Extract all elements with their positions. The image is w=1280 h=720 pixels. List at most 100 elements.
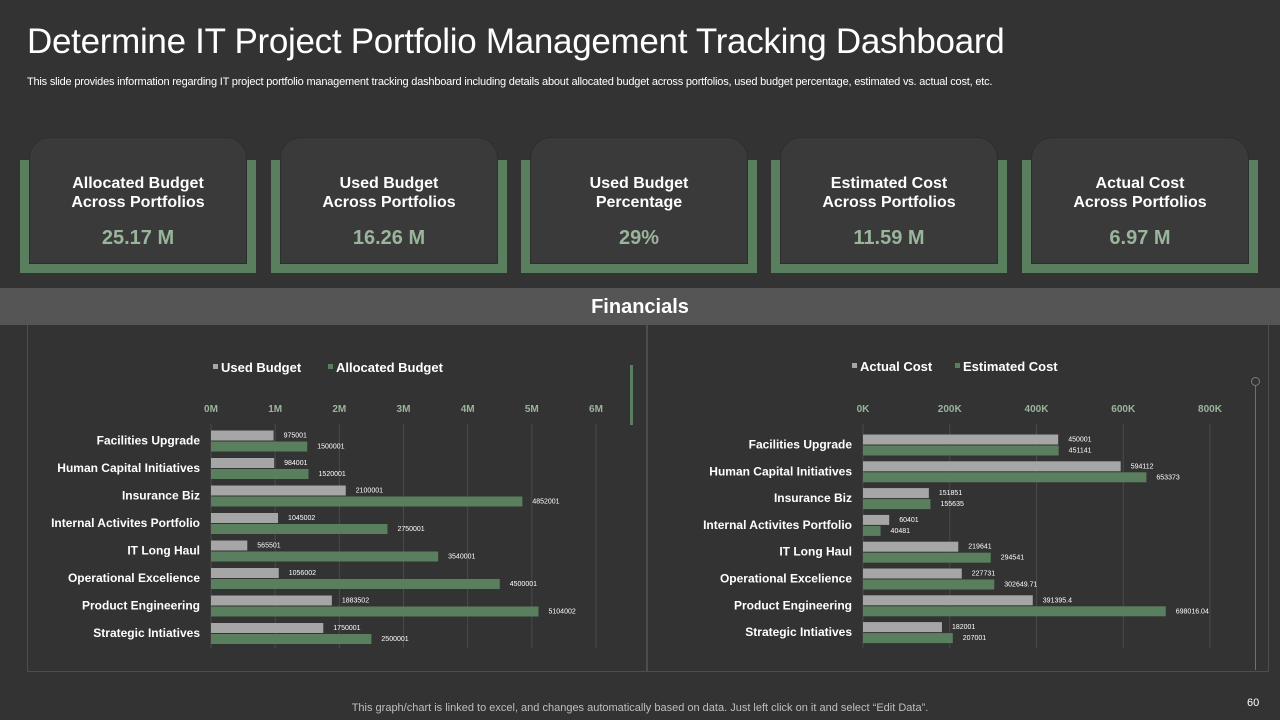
connector-line — [1255, 382, 1256, 670]
budget-data-label: 4500001 — [510, 581, 537, 588]
budget-tick-label: 5M — [525, 404, 539, 415]
budget-tick-label: 3M — [397, 404, 411, 415]
kpi-value: 25.17 M — [101, 227, 175, 249]
kpi-label: Used Budget Percentage — [589, 175, 689, 211]
cost-tick-label: 400K — [1025, 404, 1050, 415]
cost-data-label: 451141 — [1069, 448, 1092, 455]
kpi-value: 11.59 M — [853, 227, 925, 249]
budget-bar-green — [211, 579, 500, 589]
page-subtitle: This slide provides information regardin… — [27, 76, 993, 88]
cost-data-label: 182001 — [952, 624, 975, 631]
kpi-label: Used Budget Across Portfolios — [322, 175, 456, 211]
cost-legend-label: Actual Cost — [860, 359, 933, 374]
kpi-card-used-budget: Used Budget Across Portfolios 16.26 M — [271, 138, 517, 274]
cost-data-label: 698016.04 — [1176, 608, 1209, 615]
budget-category-label: Operational Excelience — [68, 571, 200, 585]
budget-bar-gray — [211, 595, 332, 606]
cost-tick-label: 200K — [938, 404, 963, 415]
cost-bar-gray — [863, 541, 959, 552]
budget-data-label: 1750001 — [333, 625, 360, 632]
budget-data-label: 975001 — [284, 433, 307, 440]
budget-data-label: 2500001 — [381, 636, 408, 643]
budget-category-label: Internal Activites Portfolio — [51, 516, 200, 530]
budget-bar-gray — [211, 568, 279, 578]
cost-data-label: 302649.71 — [1004, 582, 1037, 589]
kpi-card-body: Actual Cost Across Portfolios 6.97 M — [1032, 138, 1248, 263]
cost-data-label: 653373 — [1156, 474, 1179, 481]
cost-data-label: 219641 — [968, 544, 991, 551]
financials-title: Financials — [591, 296, 689, 318]
budget-tick-label: 4M — [461, 404, 475, 415]
cost-category-label: Internal Activites Portfolio — [703, 518, 852, 532]
connector-dot — [1251, 377, 1260, 386]
cost-bar-green — [863, 552, 991, 563]
cost-category-label: Insurance Biz — [774, 491, 852, 505]
budget-bar-gray — [211, 430, 274, 441]
budget-tick-label: 1M — [268, 404, 282, 415]
cost-bar-green — [863, 633, 953, 644]
cost-bar-green — [863, 499, 931, 510]
kpi-card-body: Allocated Budget Across Portfolios 25.17… — [30, 138, 246, 263]
budget-category-label: Human Capital Initiatives — [57, 461, 200, 475]
budget-chart-frame — [27, 325, 647, 672]
budget-legend-swatch — [213, 364, 218, 369]
cost-data-label: 594112 — [1131, 463, 1154, 470]
budget-bar-gray — [211, 623, 324, 633]
budget-legend-label: Allocated Budget — [336, 360, 444, 375]
cost-legend-label: Estimated Cost — [963, 359, 1058, 374]
cost-bar-green — [863, 579, 995, 590]
page-title: Determine IT Project Portfolio Managemen… — [27, 22, 1005, 61]
cost-data-label: 60401 — [899, 517, 919, 524]
budget-data-label: 984001 — [284, 460, 307, 467]
budget-bar-green — [211, 441, 308, 452]
kpi-card-allocated-budget: Allocated Budget Across Portfolios 25.17… — [20, 138, 266, 274]
budget-category-label: Strategic Intiatives — [93, 626, 200, 640]
cost-category-label: Operational Excelience — [720, 572, 852, 586]
cost-bar-green — [863, 606, 1166, 617]
kpi-card-body: Estimated Cost Across Portfolios 11.59 M — [781, 138, 997, 263]
budget-bar-green — [211, 496, 523, 507]
budget-bar-gray — [211, 540, 248, 551]
budget-category-label: Product Engineering — [82, 599, 200, 613]
cost-bar-gray — [863, 461, 1121, 472]
kpi-card-body: Used Budget Across Portfolios 16.26 M — [281, 138, 497, 263]
cost-category-label: Strategic Intiatives — [745, 625, 852, 639]
cost-bar-gray — [863, 488, 929, 499]
cost-category-label: IT Long Haul — [779, 545, 852, 559]
cost-data-label: 155635 — [941, 501, 964, 508]
budget-data-label: 1045002 — [288, 515, 315, 522]
kpi-value: 29% — [618, 227, 660, 249]
cost-data-label: 391395.4 — [1043, 597, 1072, 604]
cost-legend-swatch — [955, 363, 960, 368]
cost-data-label: 227731 — [972, 571, 995, 578]
kpi-card-actual-cost: Actual Cost Across Portfolios 6.97 M — [1022, 138, 1268, 274]
budget-legend-label: Used Budget — [221, 360, 302, 375]
cost-bar-green — [863, 525, 881, 536]
cost-data-label: 294541 — [1001, 555, 1024, 562]
budget-data-label: 3540001 — [448, 554, 475, 561]
kpi-card-body: Used Budget Percentage 29% — [531, 138, 747, 263]
kpi-label: Actual Cost Across Portfolios — [1073, 175, 1207, 211]
cost-bar-gray — [863, 622, 942, 633]
budget-data-label: 2100001 — [356, 488, 383, 495]
kpi-label: Estimated Cost Across Portfolios — [822, 175, 956, 211]
budget-data-label: 5104002 — [549, 609, 576, 616]
budget-bar-green — [211, 524, 388, 534]
budget-tick-label: 2M — [332, 404, 346, 415]
budget-tick-label: 6M — [589, 404, 603, 415]
budget-category-label: Insurance Biz — [122, 489, 200, 503]
budget-bar-gray — [211, 485, 346, 496]
cost-data-label: 40481 — [891, 528, 911, 535]
budget-bar-green — [211, 634, 372, 644]
kpi-value: 16.26 M — [352, 227, 426, 249]
scroll-accent-bar — [630, 365, 633, 425]
budget-bar-green — [211, 469, 309, 479]
cost-legend-swatch — [852, 363, 857, 368]
cost-category-label: Facilities Upgrade — [749, 438, 853, 452]
budget-category-label: IT Long Haul — [127, 544, 200, 558]
cost-bar-gray — [863, 595, 1033, 606]
cost-tick-label: 0K — [857, 404, 871, 415]
cost-bar-gray — [863, 514, 890, 525]
budget-data-label: 565501 — [257, 543, 280, 550]
